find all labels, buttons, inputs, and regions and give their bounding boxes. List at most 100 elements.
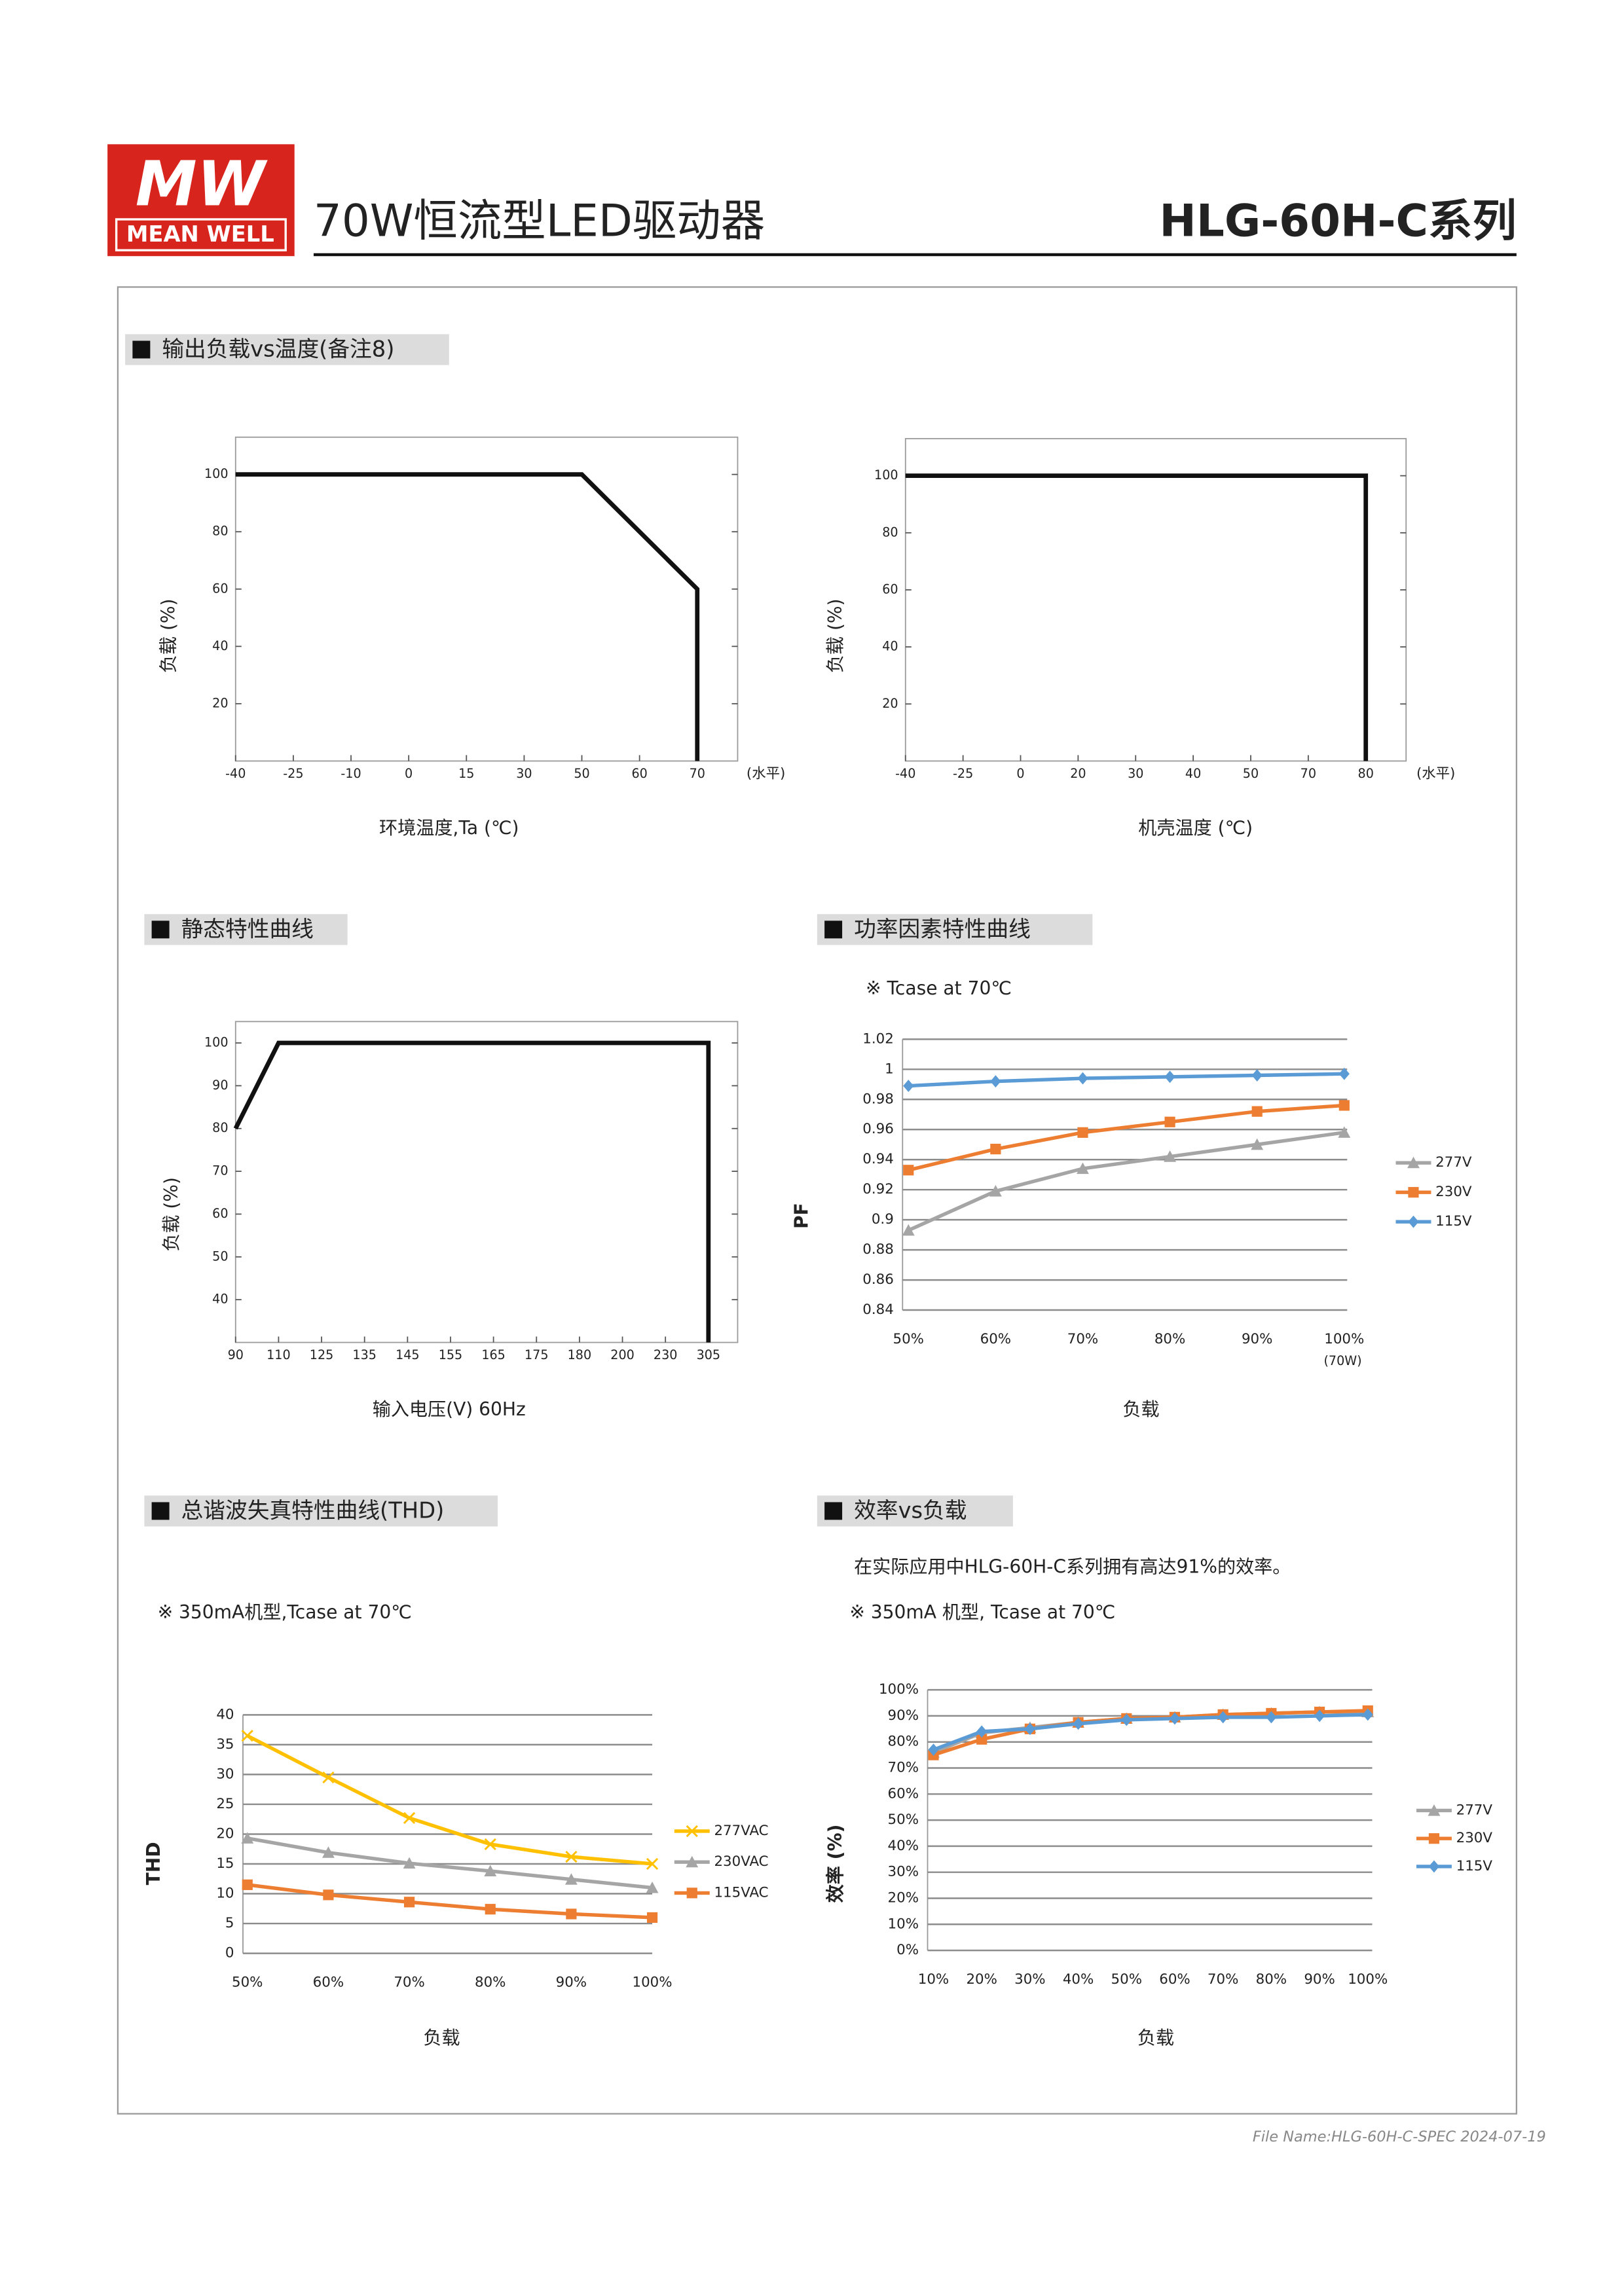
x-tick-label: 135	[352, 1347, 376, 1362]
marker	[1164, 1116, 1175, 1127]
y-tick-label: 20	[216, 1825, 234, 1842]
x-tick-label: 60%	[1159, 1971, 1190, 1988]
marker	[323, 1889, 334, 1901]
x-tick-label: 155	[439, 1347, 462, 1362]
x-axis-label: 负载	[423, 2027, 460, 2049]
y-tick-label: 0.96	[862, 1121, 894, 1137]
logo	[107, 144, 295, 257]
marker	[646, 1881, 659, 1893]
marker	[565, 1850, 578, 1863]
y-tick-label: 15	[216, 1855, 234, 1872]
marker	[1121, 1713, 1132, 1726]
series-line	[908, 1103, 1344, 1172]
plot-frame	[234, 436, 739, 762]
x-tick-label: 125	[310, 1347, 333, 1362]
marker	[989, 1185, 1002, 1197]
marker	[990, 1144, 1001, 1155]
x-tick-label: 180	[568, 1347, 591, 1362]
marker	[646, 1912, 658, 1923]
marker	[1077, 1162, 1089, 1175]
section-bullet	[824, 920, 843, 939]
legend-label: 277V	[1435, 1154, 1472, 1171]
marker	[403, 1897, 415, 1908]
x-tick-label: 0	[405, 766, 413, 781]
section-title: 总谐波失真特性曲线(THD)	[181, 1498, 445, 1523]
y-tick-label: 90	[212, 1078, 228, 1093]
section-title-bg	[144, 914, 348, 945]
y-tick-label: 20%	[888, 1889, 919, 1906]
x-tick-label: 30	[1128, 766, 1143, 781]
marker	[903, 1080, 914, 1093]
x-tick-label: -25	[953, 766, 973, 781]
x-tick-label: 50	[574, 766, 589, 781]
section-bullet	[132, 340, 151, 359]
marker	[1077, 1072, 1088, 1085]
marker	[1251, 1069, 1263, 1082]
marker	[1251, 1106, 1263, 1117]
x-tick-label: 50%	[1111, 1971, 1142, 1988]
y-tick-label: 0.98	[862, 1091, 894, 1107]
y-axis-label: PF	[790, 1203, 812, 1229]
x-tick-label: 175	[525, 1347, 548, 1362]
y-tick-label: 5	[225, 1915, 234, 1931]
series-name: HLG-60H-C系列	[1159, 194, 1516, 246]
y-axis-label: 负载 (%)	[160, 1177, 182, 1252]
x-tick-label: 70	[690, 766, 705, 781]
series-line	[247, 1836, 653, 1890]
y-tick-label: 50	[212, 1248, 228, 1264]
y-tick-label: 40	[212, 1292, 228, 1307]
x-tick-label: 230	[654, 1347, 677, 1362]
y-axis-label: 负载 (%)	[824, 598, 846, 673]
series-line	[235, 472, 700, 761]
x-tick-label: 30%	[1014, 1971, 1045, 1988]
marker	[1314, 1709, 1325, 1722]
marker	[241, 1730, 253, 1742]
x-tick-label: 80	[1358, 766, 1374, 781]
x-tick-label: 80%	[1256, 1971, 1287, 1988]
section-title: 输出负载vs温度(备注8)	[162, 337, 394, 362]
legend-marker	[1428, 1833, 1440, 1844]
y-tick-label: 70%	[888, 1760, 919, 1776]
marker	[990, 1075, 1001, 1088]
x-tick-label: 70%	[394, 1975, 424, 1991]
marker	[1266, 1711, 1277, 1724]
doc-title: 70W恒流型LED驱动器	[314, 194, 765, 246]
y-tick-label: 0%	[896, 1942, 919, 1958]
y-tick-label: 0.94	[862, 1151, 894, 1167]
x-tick-label: 70%	[1208, 1971, 1238, 1988]
marker	[976, 1725, 987, 1738]
series-line	[908, 1131, 1345, 1232]
x-tick-label: 60%	[980, 1331, 1011, 1347]
x-tick-label: 20	[1070, 766, 1086, 781]
x-tick-label: 90%	[1304, 1971, 1335, 1988]
marker	[1024, 1722, 1035, 1736]
x-tick-label: 20%	[966, 1971, 997, 1988]
x-axis-label: 负载	[1137, 2027, 1174, 2049]
y-tick-label: 40	[212, 638, 228, 653]
y-axis-label: THD	[143, 1842, 164, 1885]
y-tick-label: 90%	[888, 1707, 919, 1724]
marker	[484, 1865, 497, 1877]
y-tick-label: 1.02	[862, 1030, 894, 1047]
marker	[976, 1734, 987, 1745]
series-line	[905, 473, 1369, 761]
y-tick-label: 0.9	[872, 1211, 894, 1228]
content-frame	[117, 286, 1517, 2115]
x-tick-label: -40	[895, 766, 915, 781]
marker	[646, 1857, 659, 1870]
marker	[403, 1857, 416, 1869]
logo-frame	[115, 218, 287, 251]
x-tick-label: 60	[631, 766, 647, 781]
y-tick-label: 60	[212, 581, 228, 596]
legend-marker	[686, 1825, 698, 1838]
description: 在实际应用中HLG-60H-C系列拥有高达91%的效率。	[854, 1556, 1291, 1578]
section-title: 效率vs负载	[854, 1498, 967, 1523]
x-tick-label: 90%	[556, 1975, 587, 1991]
x-tick-label: 10%	[918, 1971, 949, 1988]
x-tick-label: 50%	[893, 1331, 924, 1347]
series-line	[233, 1040, 711, 1343]
y-tick-label: 70	[212, 1163, 228, 1178]
y-tick-label: 60%	[888, 1785, 919, 1802]
y-tick-label: 0.86	[862, 1271, 894, 1288]
